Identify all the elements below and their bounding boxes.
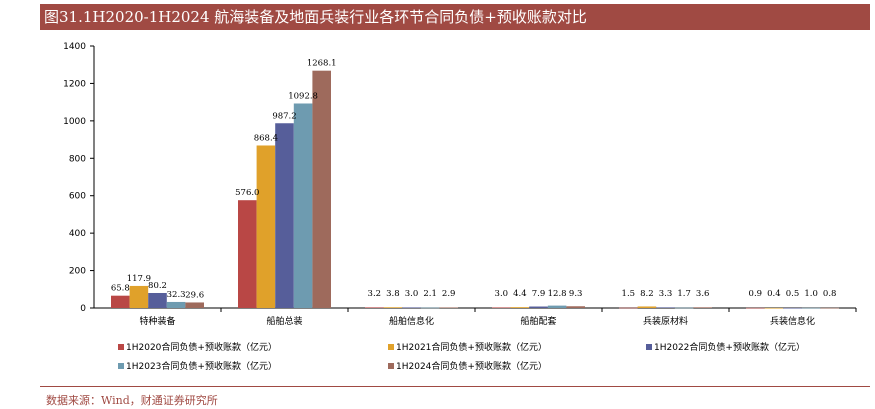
bar — [185, 302, 204, 308]
legend-swatch — [388, 363, 394, 369]
footer-divider — [40, 386, 870, 387]
bar — [746, 307, 765, 309]
data-label: 987.2 — [272, 111, 296, 121]
data-label: 1092.8 — [288, 91, 318, 101]
data-label: 0.5 — [786, 289, 800, 299]
bar — [783, 307, 802, 309]
legend-swatch — [118, 363, 124, 369]
legend-swatch — [646, 344, 652, 350]
legend-swatch — [118, 344, 124, 350]
data-label: 2.1 — [423, 289, 437, 299]
y-tick-label: 200 — [69, 267, 86, 277]
data-label: 2.9 — [442, 289, 456, 299]
data-label: 29.6 — [185, 290, 204, 300]
data-label: 117.9 — [127, 274, 151, 284]
bar — [439, 307, 458, 309]
bar — [256, 145, 276, 308]
legend-swatch — [388, 344, 394, 350]
bar — [764, 307, 784, 309]
x-category-label: 兵装信息化 — [770, 315, 815, 327]
legend-label: 1H2021合同负债+预收账款（亿元） — [396, 341, 547, 353]
chart-axes: 0 200 400 600 800 1000 1200 1400 — [63, 42, 857, 314]
bar — [492, 307, 511, 309]
y-tick-label: 1400 — [63, 42, 86, 52]
bar — [820, 307, 839, 309]
data-label: 7.9 — [532, 289, 546, 299]
y-tick-label: 400 — [69, 229, 86, 239]
x-category-label: 特种装备 — [139, 315, 175, 327]
data-label: 1.0 — [804, 289, 818, 299]
bar — [275, 123, 294, 309]
data-label: 1.7 — [677, 289, 691, 299]
data-label: 3.0 — [405, 289, 419, 299]
bar — [566, 306, 585, 308]
chart-bars — [111, 70, 839, 309]
y-tick-label: 1200 — [63, 79, 86, 89]
data-label: 8.2 — [640, 289, 654, 299]
data-label: 3.8 — [386, 289, 400, 299]
bar — [656, 307, 675, 308]
data-label: 868.4 — [254, 133, 278, 143]
bar — [293, 103, 313, 308]
data-label: 3.3 — [659, 289, 673, 299]
x-category-label: 船舶信息化 — [389, 315, 434, 327]
x-category-label: 船舶总装 — [266, 315, 302, 327]
data-label: 80.2 — [148, 281, 167, 291]
y-tick-label: 0 — [80, 304, 86, 314]
x-category-label: 船舶配套 — [520, 315, 556, 327]
data-label: 9.3 — [569, 289, 583, 299]
data-label: 0.8 — [823, 289, 837, 299]
bar — [547, 305, 567, 308]
data-label: 1.5 — [622, 289, 636, 299]
bar — [637, 306, 657, 308]
chart-title: 图31.1H2020-1H2024 航海装备及地面兵装行业各环节合同负债+预收账… — [40, 4, 870, 30]
source-note: 数据来源：Wind，财通证券研究所 — [46, 394, 218, 407]
data-label: 0.4 — [767, 289, 781, 299]
x-category-label: 兵装原材料 — [643, 315, 688, 327]
legend-label: 1H2023合同负债+预收账款（亿元） — [126, 360, 277, 372]
bar — [365, 307, 384, 309]
bar — [402, 307, 421, 309]
data-label: 0.9 — [749, 289, 763, 299]
bar — [420, 307, 440, 309]
bar — [129, 285, 149, 308]
bar — [312, 70, 331, 308]
legend-label: 1H2020合同负债+预收账款（亿元） — [126, 341, 277, 353]
chart-legend: 1H2020合同负债+预收账款（亿元） 1H2021合同负债+预收账款（亿元） 1H… — [118, 341, 805, 372]
data-label: 3.6 — [696, 289, 710, 299]
y-tick-label: 600 — [69, 192, 86, 202]
bar — [510, 307, 530, 308]
bar — [148, 292, 167, 308]
bar — [238, 200, 257, 308]
data-label: 3.0 — [495, 289, 509, 299]
data-label: 3.2 — [368, 289, 382, 299]
data-label: 32.3 — [167, 290, 186, 300]
legend-label: 1H2024合同负债+预收账款（亿元） — [396, 360, 547, 372]
data-label: 4.4 — [513, 289, 527, 299]
bar — [383, 307, 403, 308]
data-label: 65.8 — [111, 284, 130, 294]
bar — [529, 306, 548, 308]
data-label: 1268.1 — [307, 59, 337, 69]
bar — [166, 301, 186, 308]
data-label: 12.8 — [548, 289, 567, 299]
data-label: 576.0 — [235, 188, 259, 198]
bar — [693, 307, 712, 308]
y-tick-label: 1000 — [63, 117, 86, 127]
bar — [111, 295, 130, 308]
bar — [619, 307, 638, 309]
bar — [674, 307, 694, 309]
y-tick-label: 800 — [69, 154, 86, 164]
bar — [801, 307, 821, 309]
chart-category-labels: 特种装备 船舶总装 船舶信息化 船舶配套 兵装原材料 兵装信息化 — [139, 315, 815, 327]
legend-label: 1H2022合同负债+预收账款（亿元） — [654, 341, 805, 353]
